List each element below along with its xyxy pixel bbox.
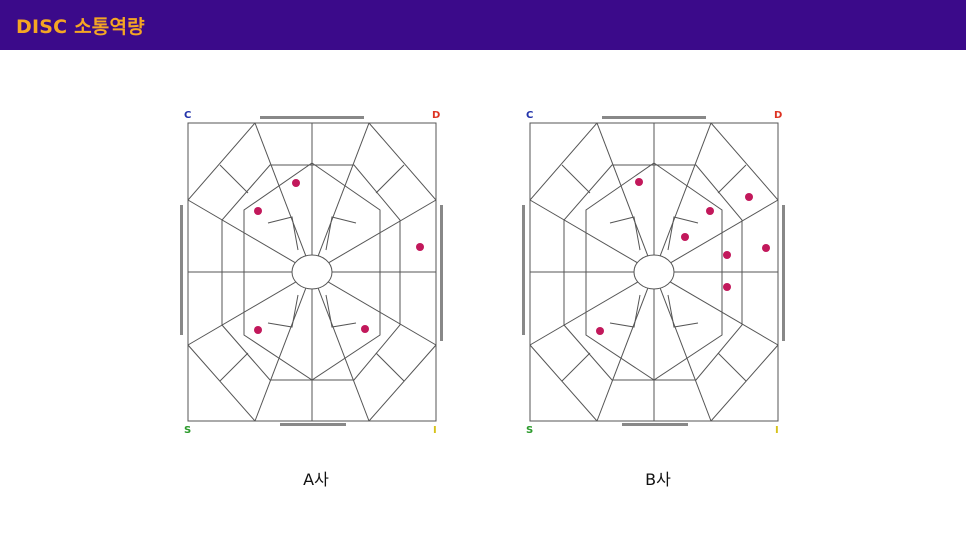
caption-b: B사	[645, 470, 671, 489]
title-bar: DISC 소통역량	[0, 0, 966, 50]
score-dots-a	[254, 179, 424, 334]
disc-wheel-b: C D S I	[522, 105, 794, 435]
corner-label-s: S	[184, 425, 191, 435]
disc-wheel-b-graphic: C D S I	[522, 110, 785, 435]
corner-label-c: C	[184, 110, 191, 121]
corner-label-c: C	[526, 110, 533, 121]
corner-label-d: D	[774, 110, 782, 121]
corner-label-i: I	[775, 425, 779, 435]
corner-label-s: S	[526, 425, 533, 435]
corner-label-i: I	[433, 425, 437, 435]
score-dots-b	[596, 178, 770, 335]
disc-wheel-a-graphic: C D S I	[180, 110, 443, 435]
disc-wheel-a: C D S I	[180, 105, 452, 435]
page-title: DISC 소통역량	[16, 16, 145, 38]
caption-a: A사	[303, 470, 329, 489]
corner-label-d: D	[432, 110, 440, 121]
